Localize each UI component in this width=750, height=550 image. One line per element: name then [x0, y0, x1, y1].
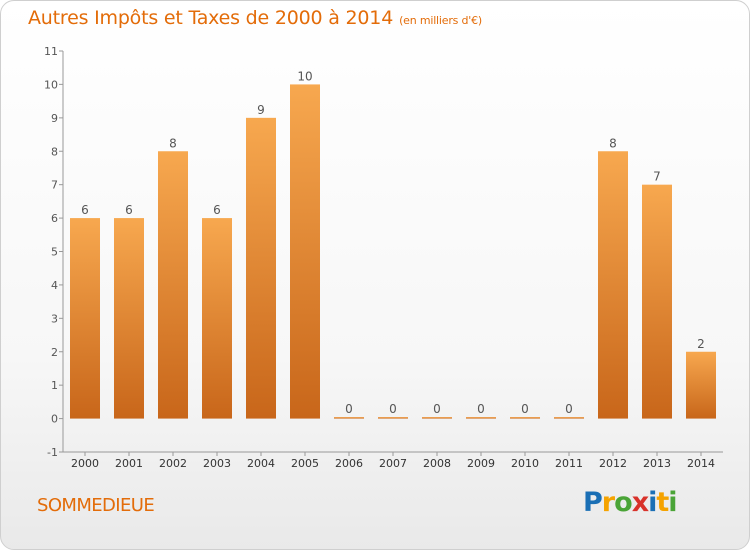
- proxiti-logo: Proxiti: [583, 487, 678, 518]
- data-label-2002: 8: [169, 136, 177, 150]
- bar-series: [70, 84, 716, 419]
- bar-2014: [686, 351, 716, 419]
- bar-2013: [642, 184, 672, 419]
- bar-2003: [202, 218, 232, 419]
- logo-letter: i: [648, 487, 657, 518]
- x-tick-label: 2011: [555, 457, 583, 470]
- data-label-2014: 2: [697, 337, 705, 351]
- data-label-2006: 0: [345, 402, 353, 416]
- logo-letter: o: [614, 487, 633, 518]
- bar-2008: [422, 417, 452, 419]
- y-tick-label: 1: [51, 379, 58, 392]
- logo-letter: i: [668, 487, 677, 518]
- x-tick-label: 2005: [291, 457, 319, 470]
- logo-letter: P: [583, 487, 603, 518]
- data-label-2000: 6: [81, 203, 89, 217]
- data-label-2011: 0: [565, 402, 573, 416]
- bar-2010: [510, 417, 540, 419]
- data-labels: 6 6 8 6 9 10 0 0 0 0 0 0 8 7 2: [81, 69, 705, 416]
- x-tick-label: 2013: [643, 457, 671, 470]
- data-label-2009: 0: [477, 402, 485, 416]
- y-tick-label: 3: [51, 312, 58, 325]
- chart-title-text: Autres Impôts et Taxes de 2000 à 2014: [28, 7, 394, 29]
- y-tick-label: 11: [44, 45, 58, 58]
- logo-letter: r: [601, 487, 615, 518]
- y-tick-label: 0: [51, 413, 58, 426]
- bar-2005: [290, 84, 320, 419]
- x-tick-label: 2012: [599, 457, 627, 470]
- y-tick-label: 4: [51, 279, 58, 292]
- x-tick-label: 2007: [379, 457, 407, 470]
- bar-2000: [70, 218, 100, 419]
- x-tick-label: 2010: [511, 457, 539, 470]
- y-tick-label: 6: [51, 212, 58, 225]
- y-tick-label: 10: [44, 78, 58, 91]
- x-tick-label: 2014: [687, 457, 715, 470]
- chart-unit: (en milliers d'€): [399, 14, 482, 27]
- x-tick-label: 2008: [423, 457, 451, 470]
- bar-2006: [334, 417, 364, 419]
- x-tick-label: 2002: [159, 457, 187, 470]
- data-label-2010: 0: [521, 402, 529, 416]
- y-tick-label: 5: [51, 246, 58, 259]
- x-tick-label: 2004: [247, 457, 275, 470]
- y-axis: -1 0 1 2 3 4 5 6 7 8 9 10 11: [44, 45, 64, 459]
- commune-name: SOMMEDIEUE: [37, 495, 155, 516]
- y-tick-label: 9: [51, 112, 58, 125]
- bar-2002: [158, 151, 188, 419]
- bar-2012: [598, 151, 628, 419]
- logo-letter: t: [656, 487, 669, 518]
- y-tick-label: 8: [51, 145, 58, 158]
- logo-letter: x: [631, 487, 649, 518]
- data-label-2004: 9: [257, 103, 265, 117]
- x-tick-label: 2006: [335, 457, 363, 470]
- data-label-2001: 6: [125, 203, 133, 217]
- bar-2007: [378, 417, 408, 419]
- bar-2009: [466, 417, 496, 419]
- x-axis: 2000 2001 2002 2003 2004 2005 2006 2007 2008 2009…: [63, 451, 723, 470]
- data-label-2003: 6: [213, 203, 221, 217]
- x-tick-label: 2000: [71, 457, 99, 470]
- y-tick-label: -1: [47, 446, 58, 459]
- bar-2011: [554, 417, 584, 419]
- bar-2001: [114, 218, 144, 419]
- y-tick-label: 2: [51, 346, 58, 359]
- data-label-2007: 0: [389, 402, 397, 416]
- data-label-2005: 10: [297, 69, 312, 83]
- bar-2004: [246, 117, 276, 419]
- data-label-2013: 7: [653, 170, 661, 184]
- x-tick-label: 2003: [203, 457, 231, 470]
- data-label-2008: 0: [433, 402, 441, 416]
- y-tick-label: 7: [51, 179, 58, 192]
- data-label-2012: 8: [609, 136, 617, 150]
- x-tick-label: 2001: [115, 457, 143, 470]
- x-tick-label: 2009: [467, 457, 495, 470]
- chart-title: Autres Impôts et Taxes de 2000 à 2014 (en…: [28, 7, 482, 29]
